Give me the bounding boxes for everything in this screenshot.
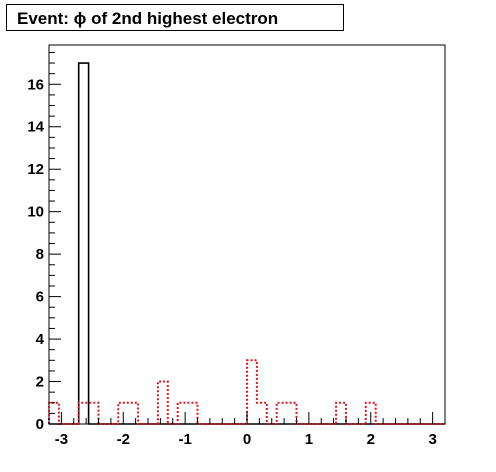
series-2-bin-21: [257, 403, 267, 424]
x-tick-label: -2: [117, 431, 130, 448]
x-tick-label: 0: [243, 431, 251, 448]
title-box: Event: ϕ of 2nd highest electron: [6, 4, 344, 31]
x-tick-label: 2: [367, 431, 375, 448]
series-1-bin-3: [79, 63, 89, 424]
y-tick-label: 0: [36, 416, 44, 433]
series-2-bin-3: [79, 403, 89, 424]
x-tick-label: -3: [55, 431, 68, 448]
series-2-bin-11: [158, 382, 168, 424]
y-tick-label: 14: [27, 119, 44, 136]
x-tick-label: 1: [305, 431, 313, 448]
series-2-bin-24: [287, 403, 297, 424]
chart-title: Event: ϕ of 2nd highest electron: [17, 9, 278, 28]
y-tick-label: 12: [27, 161, 44, 178]
x-tick-label: -1: [178, 431, 191, 448]
series-1-histogram: [49, 62, 445, 425]
title-box-frame: [6, 4, 344, 31]
series-2-bin-13: [178, 403, 188, 424]
y-tick-label: 10: [27, 204, 44, 221]
y-tick-label: 4: [36, 331, 45, 348]
series-2-bin-14: [188, 403, 198, 424]
y-tick-label: 2: [36, 374, 44, 391]
series-2-bin-23: [277, 403, 287, 424]
series-2-bin-4: [89, 403, 99, 424]
x-tick-label: 3: [428, 431, 436, 448]
series-2-bin-29: [336, 403, 346, 424]
y-tick-label: 16: [27, 76, 44, 93]
y-tick-label: 8: [36, 246, 44, 263]
series-2-bin-20: [247, 360, 257, 424]
series-2-bin-8: [128, 403, 138, 424]
y-tick-label: 6: [36, 289, 44, 306]
